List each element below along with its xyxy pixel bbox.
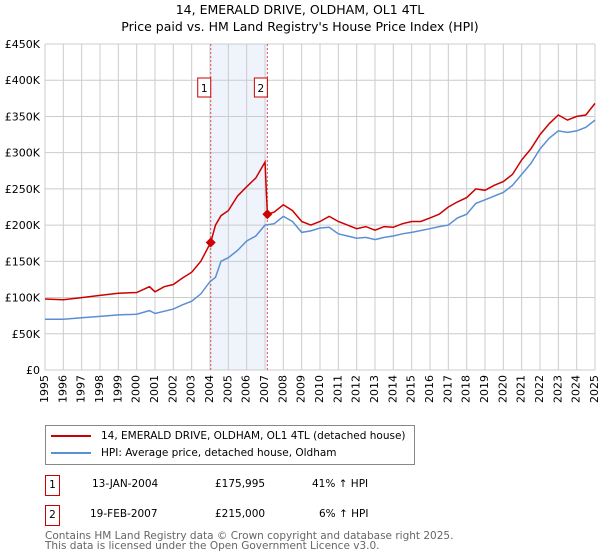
footer-licence: This data is licensed under the Open Gov…	[45, 540, 380, 552]
x-tick-label: 2024	[570, 375, 583, 403]
y-tick-label: £400K	[5, 74, 41, 87]
y-tick-label: £150K	[5, 255, 41, 268]
x-tick-label: 2017	[441, 375, 454, 403]
transaction-hpi: 6% ↑ HPI	[319, 508, 369, 520]
legend: 14, EMERALD DRIVE, OLDHAM, OL1 4TL (deta…	[45, 425, 415, 465]
x-tick-label: 1999	[111, 375, 124, 403]
x-tick-label: 2014	[386, 375, 399, 403]
y-tick-label: £100K	[5, 292, 41, 305]
y-tick-label: £300K	[5, 147, 41, 160]
x-tick-label: 1995	[38, 375, 51, 403]
x-tick-label: 2023	[551, 375, 564, 403]
price-chart: 1995 1996 1997 1998 1999 2000 2001 2002 2003 2004…	[5, 38, 600, 403]
x-tick-label: 2021	[515, 375, 528, 403]
x-tick-label: 2019	[478, 375, 491, 403]
x-tick-label: 1997	[75, 375, 88, 403]
x-tick-label: 2022	[533, 375, 546, 403]
x-tick-label: 2004	[203, 375, 216, 403]
transaction-hpi: 41% ↑ HPI	[312, 478, 369, 490]
footer: Contains HM Land Registry data © Crown c…	[45, 530, 454, 552]
y-tick-label: £0	[26, 364, 40, 377]
legend-item-property: 14, EMERALD DRIVE, OLDHAM, OL1 4TL (deta…	[51, 428, 406, 444]
x-tick-label: 1996	[56, 375, 69, 403]
x-tick-label: 2020	[496, 375, 509, 403]
transaction-badge: 2	[45, 505, 60, 526]
x-tick-label: 2015	[405, 375, 418, 403]
chart-subtitle: Price paid vs. HM Land Registry's House …	[121, 19, 479, 34]
x-tick-label: 2008	[276, 375, 289, 403]
legend-swatch-red	[51, 435, 91, 437]
y-tick-label: £350K	[5, 110, 41, 123]
sale-label-box	[197, 77, 212, 98]
sale-label-box	[253, 77, 268, 98]
x-tick-label: 2013	[368, 375, 381, 403]
x-tick-label: 2005	[221, 375, 234, 403]
x-tick-label: 2009	[295, 375, 308, 403]
sale-label: 2	[258, 83, 265, 95]
sale-label: 1	[201, 83, 208, 95]
x-tick-label: 1998	[93, 375, 106, 403]
x-tick-label: 2010	[313, 375, 326, 403]
y-tick-label: £200K	[5, 219, 41, 232]
x-tick-label: 2012	[350, 375, 363, 403]
y-tick-label: £250K	[5, 183, 41, 196]
transaction-row: 1 13-JAN-2004 £175,995 41% ↑ HPI	[45, 475, 600, 497]
x-tick-label: 2018	[460, 375, 473, 403]
transaction-badge: 1	[45, 475, 60, 496]
x-tick-label: 2006	[240, 375, 253, 403]
x-tick-label: 2001	[148, 375, 161, 403]
sale-point	[205, 237, 216, 248]
transaction-row: 2 19-FEB-2007 £215,000 6% ↑ HPI	[45, 505, 600, 527]
series-line	[45, 119, 596, 321]
transaction-price: £215,000	[215, 508, 266, 520]
y-tick-label: £450K	[5, 38, 41, 51]
x-tick-label: 2007	[258, 375, 271, 403]
legend-swatch-blue	[51, 452, 91, 454]
legend-item-hpi: HPI: Average price, detached house, Oldh…	[51, 445, 337, 461]
y-tick-label: £50K	[12, 328, 41, 341]
chart-title: 14, EMERALD DRIVE, OLDHAM, OL1 4TL	[175, 2, 425, 17]
legend-label: 14, EMERALD DRIVE, OLDHAM, OL1 4TL (deta…	[101, 430, 406, 442]
x-tick-label: 2025	[588, 375, 600, 403]
x-tick-label: 2003	[185, 375, 198, 403]
transaction-date: 13-JAN-2004	[92, 478, 159, 490]
x-tick-label: 2002	[166, 375, 179, 403]
footer-copyright: Contains HM Land Registry data © Crown c…	[45, 530, 454, 542]
shaded-period	[210, 44, 268, 370]
sale-point	[262, 209, 273, 220]
x-tick-label: 2016	[423, 375, 436, 403]
x-tick-label: 2000	[130, 375, 143, 403]
transaction-date: 19-FEB-2007	[90, 508, 158, 520]
legend-label: HPI: Average price, detached house, Oldh…	[101, 447, 337, 459]
series-line	[44, 102, 596, 301]
x-tick-label: 2011	[331, 375, 344, 403]
transaction-price: £175,995	[215, 478, 266, 490]
